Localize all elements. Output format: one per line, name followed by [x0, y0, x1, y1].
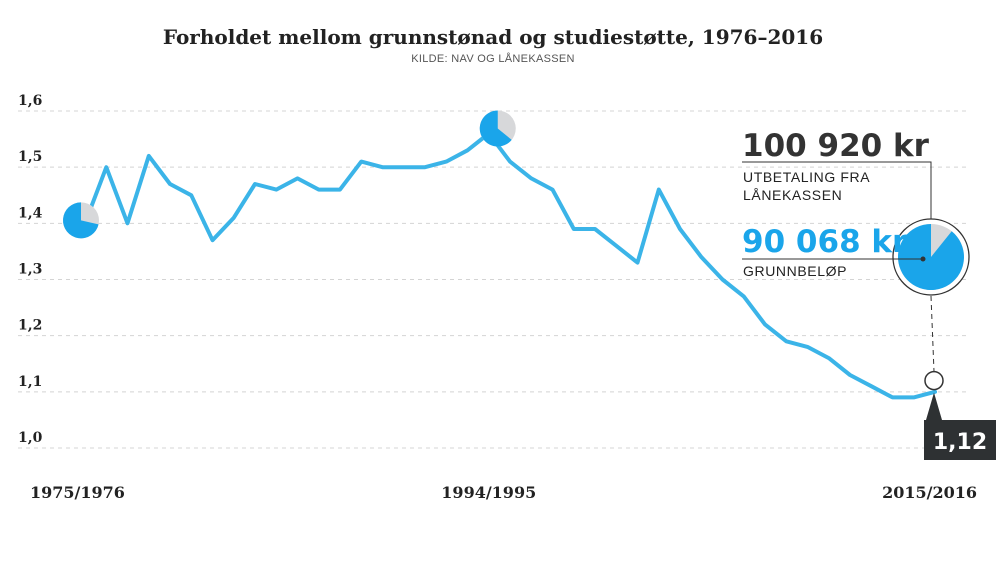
callout: 100 920 kr UTBETALING FRA LÅNEKASSEN 90 …	[742, 128, 996, 460]
y-tick-label: 1,4	[18, 205, 43, 221]
chart-subtitle: KILDE: NAV OG LÅNEKASSEN	[411, 52, 575, 65]
utbetaling-amount: 100 920 kr	[742, 128, 930, 164]
y-tick-label: 1,6	[18, 93, 42, 109]
y-tick-label: 1,1	[18, 374, 42, 390]
y-tick-label: 1,3	[18, 262, 42, 278]
pie-share	[62, 202, 99, 239]
chart-title: Forholdet mellom grunnstønad og studiest…	[163, 25, 823, 49]
pie-marker	[892, 218, 970, 296]
x-axis: 1975/1976 1994/1995 2015/2016	[30, 483, 977, 502]
pie-markers	[62, 110, 970, 296]
y-axis: 1,6 1,5 1,4 1,3 1,2 1,1 1,0	[18, 93, 43, 446]
grunnbelop-amount: 90 068 kr	[742, 224, 908, 260]
callout-dashed-connector	[930, 295, 935, 372]
pie-share	[897, 223, 964, 291]
x-tick-label: 1994/1995	[441, 483, 536, 502]
x-tick-label: 2015/2016	[882, 483, 977, 502]
end-point-marker	[924, 370, 944, 391]
badge-box	[924, 420, 996, 460]
utbetaling-label-line1: UTBETALING FRA	[743, 169, 870, 185]
y-tick-label: 1,2	[18, 318, 42, 334]
grunnbelop-label: GRUNNBELØP	[743, 263, 847, 279]
pie-marker	[62, 202, 99, 239]
pie-marker	[479, 110, 516, 147]
utbetaling-label-line2: LÅNEKASSEN	[743, 187, 842, 203]
series-line-path	[83, 131, 937, 400]
badge-pointer	[926, 392, 942, 420]
last-value-badge: 1,12	[924, 392, 996, 460]
x-tick-label: 1975/1976	[30, 483, 125, 502]
y-tick-label: 1,5	[18, 149, 42, 165]
grid	[18, 110, 968, 449]
series-line	[83, 131, 937, 400]
pie-share	[479, 110, 512, 147]
y-tick-label: 1,0	[18, 430, 43, 446]
callout-connector-utbetaling	[742, 161, 932, 219]
last-value-label: 1,12	[933, 430, 987, 455]
